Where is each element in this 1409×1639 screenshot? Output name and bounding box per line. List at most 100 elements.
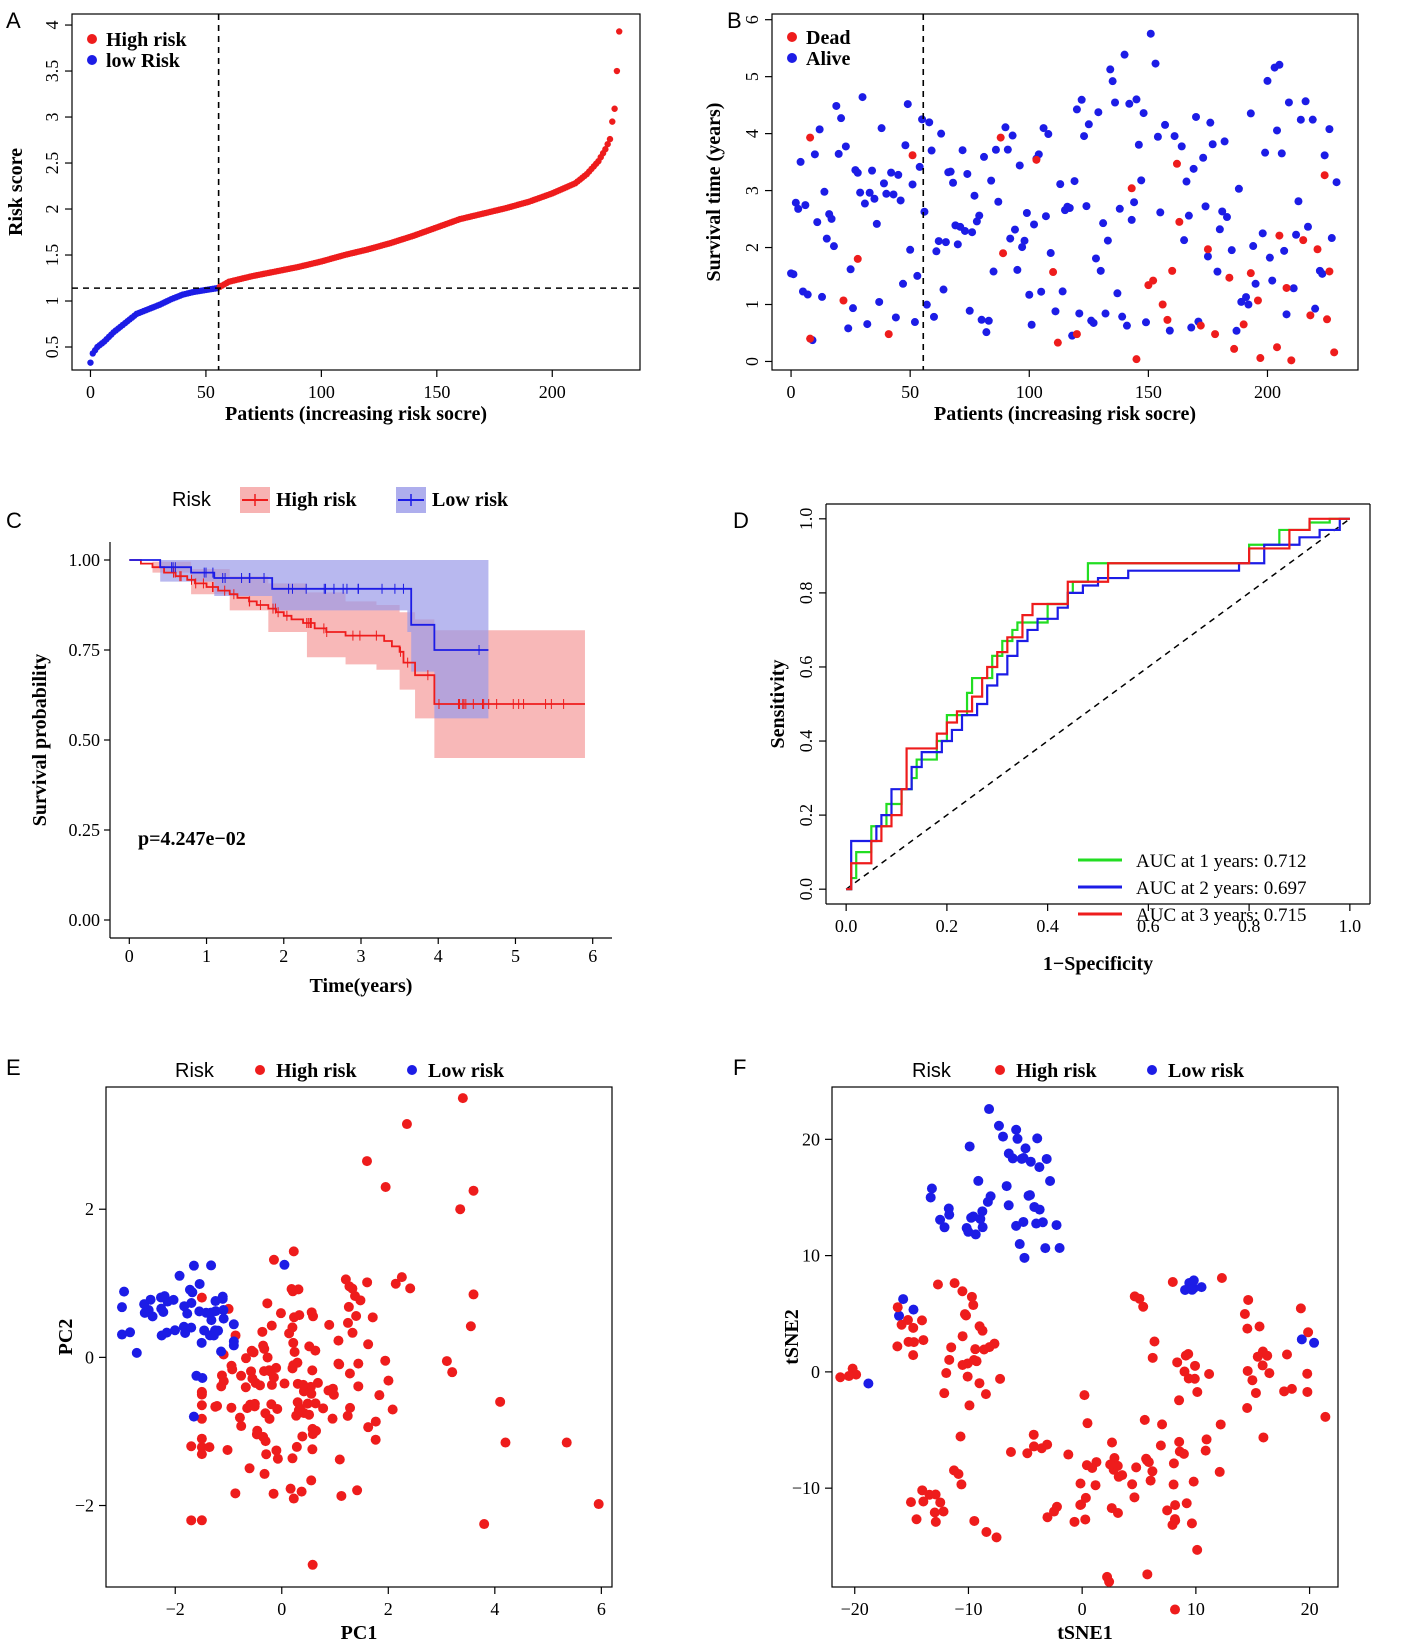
pca-high-point (479, 1519, 490, 1530)
tsne-high-point (1189, 1373, 1200, 1384)
y-tick-label: 2 (42, 205, 62, 214)
alive-point (1139, 109, 1148, 118)
pca-low-point (174, 1270, 185, 1281)
pca-high-point (244, 1463, 255, 1474)
alive-point (1206, 118, 1215, 127)
tsne-high-point (1170, 1604, 1181, 1615)
pca-low-point (186, 1298, 197, 1309)
tsne-low-point (863, 1378, 874, 1389)
alive-point (1103, 236, 1112, 245)
tsne-high-point (908, 1322, 919, 1333)
alive-point (1232, 326, 1241, 335)
risk-point (604, 140, 611, 148)
pca-high-point (226, 1402, 237, 1413)
pca-high-point (374, 1390, 385, 1401)
tsne-high-point (1214, 1466, 1225, 1477)
pca-high-point (196, 1433, 207, 1444)
tsne-high-point (1143, 1457, 1154, 1468)
dead-point (1299, 236, 1308, 245)
dead-point (996, 133, 1005, 142)
alive-point (1296, 115, 1305, 124)
tsne-high-point (930, 1489, 941, 1500)
plot-frame (71, 13, 641, 371)
y-tick-label: 0 (742, 357, 762, 366)
x-tick-label: 0.6 (1137, 916, 1160, 936)
pca-low-point (145, 1294, 156, 1305)
tsne-low-point (966, 1212, 977, 1223)
y-tick-label: 3 (742, 186, 762, 195)
tsne-high-point (843, 1371, 854, 1382)
tsne-low-point (943, 1203, 954, 1214)
tsne-high-point (1147, 1466, 1158, 1477)
y-tick-label: 3 (42, 113, 62, 122)
dead-point (1203, 245, 1212, 254)
pca-high-point (272, 1403, 283, 1414)
pca-high-point (288, 1493, 299, 1504)
x-tick-label: 1.0 (1339, 916, 1362, 936)
alive-point (791, 198, 800, 207)
pca-low-point (213, 1325, 224, 1336)
km-survival-panel: 0 1 2 3 4 5 6 0.00 0.25 0.50 0.75 1.00 Time(years) Su… (29, 487, 612, 997)
pca-panel: −2 0 2 4 6 −2 0 2 PC1 PC2 Risk High risk Low risk (55, 1060, 613, 1639)
tsne-high-point (1069, 1516, 1080, 1527)
alive-point (1075, 309, 1084, 318)
tsne-high-point (981, 1527, 992, 1538)
alive-point (1180, 236, 1189, 245)
tsne-panel: −20 −10 0 10 20 −10 0 10 20 tSNE1 tSNE2 Risk High ri… (781, 1060, 1339, 1639)
tsne-low-point (894, 1310, 905, 1321)
alive-point (844, 324, 853, 333)
alive-point (1292, 230, 1301, 239)
y-tick-label: 0.00 (69, 910, 101, 930)
alive-point (1273, 126, 1282, 135)
pca-high-point (304, 1341, 315, 1352)
tsne-high-point (1179, 1366, 1190, 1377)
alive-point (1027, 320, 1036, 329)
pca-high-point (226, 1360, 237, 1371)
alive-point (906, 245, 915, 254)
alive-point (1096, 266, 1105, 275)
alive-point (1246, 109, 1255, 118)
tsne-high-point (1051, 1501, 1062, 1512)
pca-high-point (353, 1358, 364, 1369)
alive-point (1080, 132, 1089, 141)
dead-point (839, 296, 848, 305)
alive-point (953, 240, 962, 249)
legend-label-1: AUC at 1 years: 0.712 (1136, 851, 1306, 872)
tsne-high-point (1286, 1383, 1297, 1394)
x-tick-label: 2 (279, 946, 288, 966)
pca-low-point (159, 1291, 170, 1302)
tsne-high-point (1147, 1352, 1158, 1363)
pca-low-point (218, 1313, 229, 1324)
alive-point (829, 242, 838, 251)
tsne-high-point (1102, 1571, 1113, 1582)
tsne-low-point (1051, 1220, 1062, 1231)
tsne-high-point (917, 1485, 928, 1496)
alive-point (1039, 124, 1048, 133)
pca-low-point (188, 1260, 199, 1271)
alive-point (1242, 293, 1251, 302)
y-axis-title: PC2 (55, 1319, 77, 1356)
legend-dot-low (407, 1065, 417, 1075)
alive-point (1120, 50, 1129, 59)
alive-point (1277, 149, 1286, 158)
alive-point (994, 197, 1003, 206)
alive-point (1303, 222, 1312, 231)
alive-point (1022, 208, 1031, 217)
alive-point (1108, 77, 1117, 86)
alive-point (932, 247, 941, 256)
pca-high-point (307, 1444, 318, 1455)
pca-high-point (196, 1449, 207, 1460)
alive-point (903, 100, 912, 109)
pca-low-point (206, 1307, 217, 1318)
alive-point (818, 292, 827, 301)
y-axis-title: Survival time (years) (703, 103, 725, 282)
pca-high-point (468, 1185, 479, 1196)
tsne-high-point (892, 1302, 903, 1313)
dead-point (1323, 315, 1332, 324)
alive-point (1282, 310, 1291, 319)
y-axis-title: Sensitivity (767, 660, 789, 749)
tsne-high-point (918, 1496, 929, 1507)
alive-point (801, 201, 810, 210)
alive-point (934, 237, 943, 246)
y-tick-label: 1 (742, 300, 762, 309)
